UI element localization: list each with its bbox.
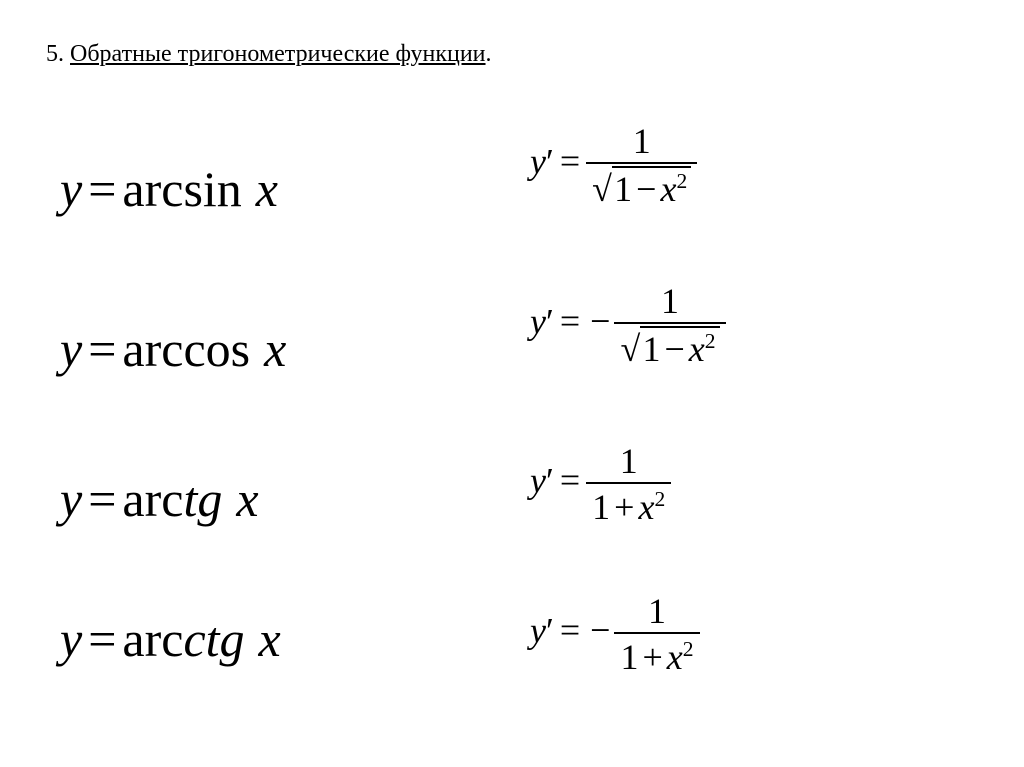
function-arccos: y=arccosx [60, 320, 286, 378]
var-x: x [264, 321, 286, 377]
var-y: y [530, 141, 546, 181]
var-x: x [256, 161, 278, 217]
equals-sign: = [554, 460, 586, 500]
one: 1 [614, 169, 632, 209]
var-x: x [667, 637, 683, 677]
section-title: Обратные тригонометрические функции [70, 41, 486, 67]
exponent: 2 [676, 169, 687, 193]
derivative-arctg: y′= 1 1+x2 [530, 440, 671, 528]
fraction: 1 √ 1−x2 [586, 120, 697, 210]
section-number: 5. [46, 40, 64, 69]
numerator: 1 [586, 440, 671, 484]
equals-sign: = [554, 301, 586, 341]
equals-sign: = [554, 610, 586, 650]
radicand: 1−x2 [640, 326, 719, 370]
function-arcctg: y=arcctgx [60, 610, 281, 668]
op-arc: arc [122, 471, 183, 527]
var-y: y [530, 301, 546, 341]
trailing-dot: . [486, 41, 492, 67]
var-x: x [236, 471, 258, 527]
prime: ′ [546, 141, 554, 181]
derivative-arccos: y′=− 1 √ 1−x2 [530, 280, 726, 370]
op-ctg: ctg [183, 611, 244, 667]
plus-sign: + [610, 487, 638, 527]
var-y: y [60, 321, 82, 377]
equals-sign: = [82, 161, 122, 217]
leading-minus: − [586, 301, 614, 341]
one: 1 [592, 487, 610, 527]
minus-sign: − [660, 329, 688, 369]
function-arcsin: y=arcsinx [60, 160, 278, 218]
denominator: √ 1−x2 [614, 324, 725, 370]
derivative-arcsin: y′= 1 √ 1−x2 [530, 120, 697, 210]
equals-sign: = [82, 321, 122, 377]
radical-icon: √ [620, 328, 640, 370]
plus-sign: + [638, 637, 666, 677]
var-x: x [660, 169, 676, 209]
derivative-arcctg: y′=− 1 1+x2 [530, 590, 700, 678]
fraction: 1 1+x2 [586, 440, 671, 528]
var-x: x [259, 611, 281, 667]
sqrt: √ 1−x2 [592, 166, 691, 210]
exponent: 2 [705, 329, 716, 353]
numerator: 1 [614, 280, 725, 324]
numerator: 1 [586, 120, 697, 164]
op-arc: arc [122, 611, 183, 667]
radical-icon: √ [592, 168, 612, 210]
var-y: y [60, 611, 82, 667]
var-x: x [638, 487, 654, 527]
equals-sign: = [82, 611, 122, 667]
op-arccos: arccos [122, 321, 250, 377]
minus-sign: − [632, 169, 660, 209]
denominator: 1+x2 [586, 484, 671, 528]
section-header: 5. Обратные тригонометрические функции. [46, 40, 492, 69]
prime: ′ [546, 301, 554, 341]
var-y: y [530, 460, 546, 500]
var-y: y [60, 471, 82, 527]
denominator: 1+x2 [614, 634, 699, 678]
var-x: x [689, 329, 705, 369]
exponent: 2 [683, 637, 694, 661]
fraction: 1 1+x2 [614, 590, 699, 678]
leading-minus: − [586, 610, 614, 650]
equals-sign: = [554, 141, 586, 181]
fraction: 1 √ 1−x2 [614, 280, 725, 370]
op-tg: tg [183, 471, 222, 527]
one: 1 [642, 329, 660, 369]
one: 1 [620, 637, 638, 677]
radicand: 1−x2 [612, 166, 691, 210]
exponent: 2 [654, 487, 665, 511]
denominator: √ 1−x2 [586, 164, 697, 210]
var-y: y [60, 161, 82, 217]
function-arctg: y=arctgx [60, 470, 259, 528]
var-y: y [530, 610, 546, 650]
prime: ′ [546, 610, 554, 650]
sqrt: √ 1−x2 [620, 326, 719, 370]
equals-sign: = [82, 471, 122, 527]
op-arcsin: arcsin [122, 161, 241, 217]
prime: ′ [546, 460, 554, 500]
numerator: 1 [614, 590, 699, 634]
